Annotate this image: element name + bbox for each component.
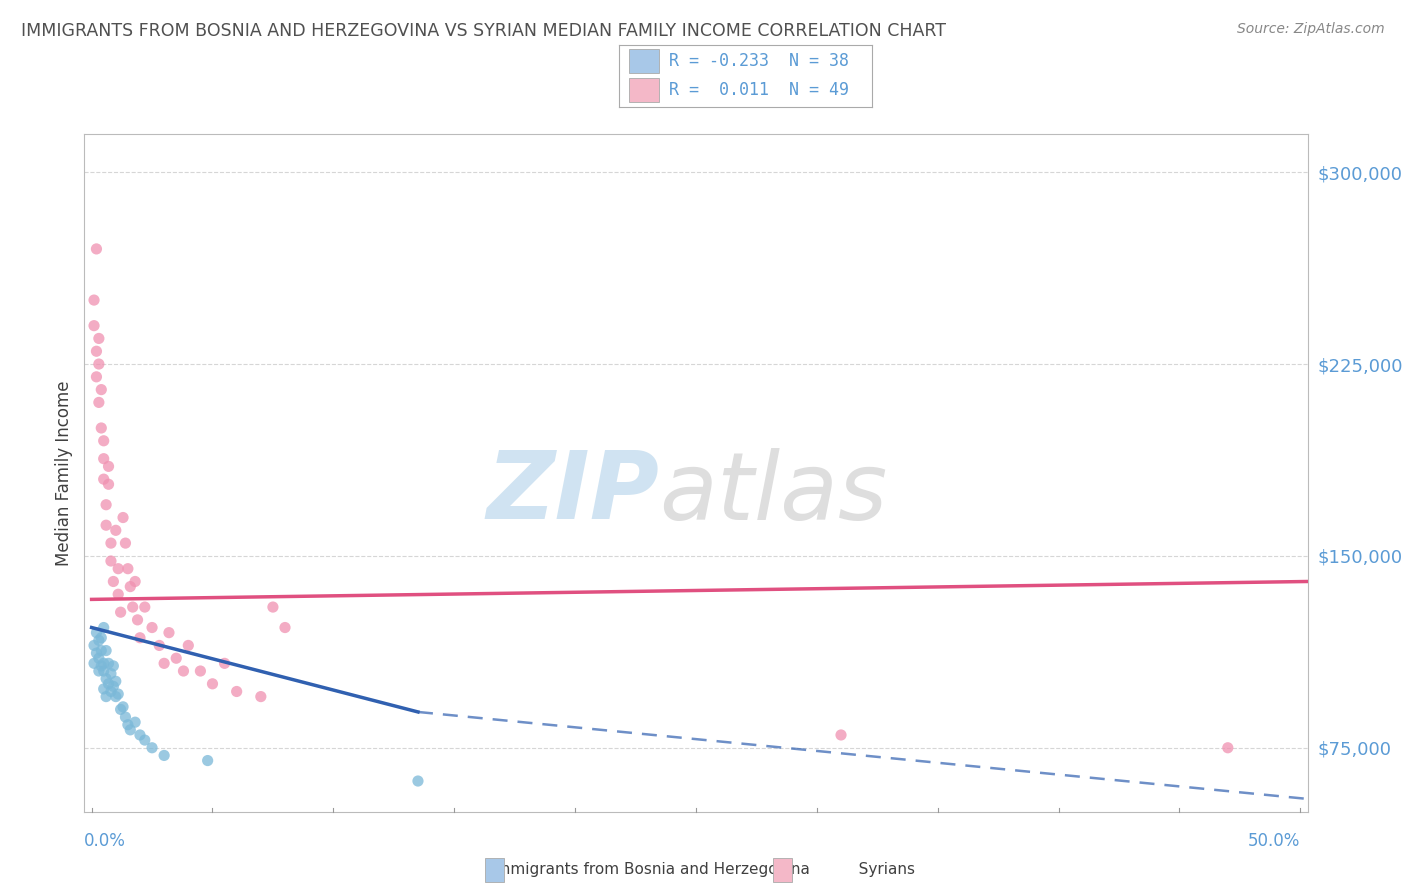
- Point: [117, 717, 139, 731]
- Point: [153, 657, 176, 671]
- Point: [134, 600, 156, 615]
- Point: [90, 421, 112, 435]
- Point: [406, 774, 429, 789]
- Point: [86, 369, 108, 384]
- Point: [172, 664, 194, 678]
- Point: [83, 318, 105, 333]
- Point: [87, 395, 110, 409]
- Point: [100, 554, 122, 568]
- Point: [112, 510, 135, 524]
- Point: [830, 728, 852, 742]
- Point: [121, 600, 143, 615]
- Bar: [628, 78, 659, 102]
- Text: IMMIGRANTS FROM BOSNIA AND HERZEGOVINA VS SYRIAN MEDIAN FAMILY INCOME CORRELATIO: IMMIGRANTS FROM BOSNIA AND HERZEGOVINA V…: [21, 22, 946, 40]
- Point: [120, 723, 142, 737]
- Point: [112, 699, 135, 714]
- Point: [83, 657, 105, 671]
- Point: [134, 733, 156, 747]
- Point: [83, 293, 105, 307]
- Point: [87, 651, 110, 665]
- Point: [201, 677, 224, 691]
- Point: [87, 331, 110, 345]
- Point: [93, 681, 115, 696]
- Point: [86, 625, 108, 640]
- Point: [93, 621, 115, 635]
- Point: [97, 677, 120, 691]
- Point: [157, 625, 180, 640]
- Point: [86, 242, 108, 256]
- Point: [90, 631, 112, 645]
- Point: [177, 639, 200, 653]
- Point: [190, 664, 212, 678]
- Point: [141, 740, 163, 755]
- Bar: [628, 49, 659, 73]
- Point: [100, 536, 122, 550]
- Point: [97, 477, 120, 491]
- Point: [120, 580, 142, 594]
- Point: [100, 684, 122, 698]
- Point: [90, 659, 112, 673]
- Point: [141, 621, 163, 635]
- Point: [107, 687, 129, 701]
- Point: [104, 690, 127, 704]
- Point: [87, 664, 110, 678]
- Point: [124, 574, 146, 589]
- Text: 0.0%: 0.0%: [84, 832, 127, 850]
- Point: [107, 587, 129, 601]
- Point: [129, 631, 152, 645]
- Point: [148, 639, 170, 653]
- Point: [93, 664, 115, 678]
- Point: [165, 651, 187, 665]
- Point: [104, 524, 127, 538]
- Point: [153, 748, 176, 763]
- Point: [100, 666, 122, 681]
- Point: [97, 459, 120, 474]
- Point: [117, 562, 139, 576]
- Point: [90, 643, 112, 657]
- Point: [129, 728, 152, 742]
- Text: R = -0.233  N = 38: R = -0.233 N = 38: [669, 52, 849, 70]
- Text: Immigrants from Bosnia and Herzegovina          Syrians: Immigrants from Bosnia and Herzegovina S…: [491, 863, 915, 877]
- Point: [94, 643, 117, 657]
- Point: [262, 600, 284, 615]
- Point: [94, 690, 117, 704]
- Point: [197, 754, 219, 768]
- Point: [214, 657, 236, 671]
- Point: [103, 659, 125, 673]
- Point: [124, 715, 146, 730]
- Point: [94, 672, 117, 686]
- Point: [90, 383, 112, 397]
- Point: [93, 434, 115, 448]
- Point: [104, 674, 127, 689]
- Text: ZIP: ZIP: [486, 447, 659, 539]
- Point: [127, 613, 149, 627]
- Text: R =  0.011  N = 49: R = 0.011 N = 49: [669, 81, 849, 99]
- Point: [93, 451, 115, 466]
- Point: [93, 472, 115, 486]
- Point: [107, 562, 129, 576]
- Point: [114, 536, 136, 550]
- Point: [250, 690, 273, 704]
- Point: [86, 344, 108, 359]
- Point: [110, 702, 132, 716]
- Y-axis label: Median Family Income: Median Family Income: [55, 380, 73, 566]
- Point: [83, 639, 105, 653]
- Point: [225, 684, 247, 698]
- Point: [274, 621, 297, 635]
- Point: [103, 679, 125, 693]
- Point: [93, 657, 115, 671]
- Point: [114, 710, 136, 724]
- Point: [110, 605, 132, 619]
- Text: 50.0%: 50.0%: [1249, 832, 1301, 850]
- Point: [97, 657, 120, 671]
- Point: [103, 574, 125, 589]
- Point: [1216, 740, 1239, 755]
- Point: [87, 357, 110, 371]
- Point: [87, 633, 110, 648]
- Point: [94, 498, 117, 512]
- Text: Source: ZipAtlas.com: Source: ZipAtlas.com: [1237, 22, 1385, 37]
- Text: atlas: atlas: [659, 448, 887, 539]
- Point: [94, 518, 117, 533]
- Point: [86, 646, 108, 660]
